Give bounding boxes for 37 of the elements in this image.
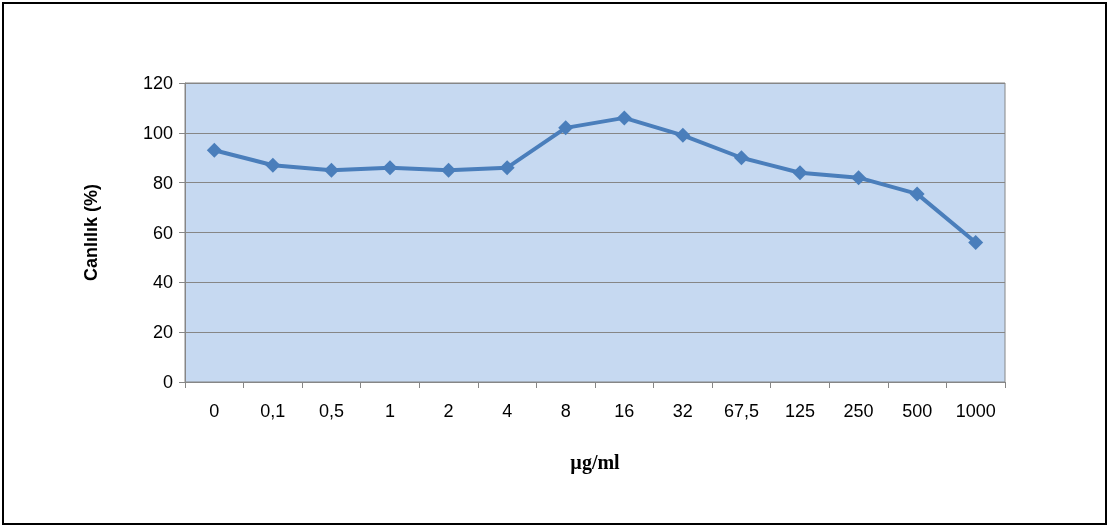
x-tick-label: 32 (672, 401, 693, 421)
point (616, 110, 632, 126)
point (382, 160, 398, 176)
x-tick-label: 0,1 (260, 401, 286, 421)
y-tick-label: 20 (152, 322, 173, 343)
point (792, 165, 808, 181)
x-tick-label: 16 (614, 401, 635, 421)
y-tick-label: 0 (162, 372, 173, 392)
point (909, 186, 925, 202)
y-tick-label: 60 (152, 222, 173, 243)
point (558, 120, 574, 136)
x-tick-label: 2 (443, 401, 454, 421)
point (206, 142, 222, 158)
x-tick-label: 500 (902, 401, 933, 421)
y-tick-label: 80 (152, 172, 173, 193)
x-tick-label: 0,5 (318, 401, 344, 421)
x-tick-label: 1000 (955, 401, 996, 421)
point (441, 162, 457, 178)
x-tick-label: 250 (843, 401, 874, 421)
point (733, 150, 749, 166)
y-axis-title: Canlılık (%) (81, 183, 101, 282)
point (851, 170, 867, 186)
x-tick-label: 67,5 (723, 401, 759, 421)
point (499, 160, 515, 176)
x-tick-label: 1 (384, 401, 396, 421)
x-tick-label: 8 (560, 401, 571, 421)
x-tick-label: 4 (502, 401, 513, 421)
x-axis-title: µg/ml (570, 451, 621, 474)
point (265, 157, 281, 173)
point (323, 162, 339, 178)
y-tick-label: 120 (142, 73, 173, 93)
x-tick-label: 125 (784, 401, 816, 421)
x-tick-label: 0 (209, 401, 220, 421)
point (968, 234, 984, 250)
y-tick-label: 100 (142, 122, 173, 143)
point (675, 127, 691, 143)
y-tick-label: 40 (152, 272, 173, 293)
